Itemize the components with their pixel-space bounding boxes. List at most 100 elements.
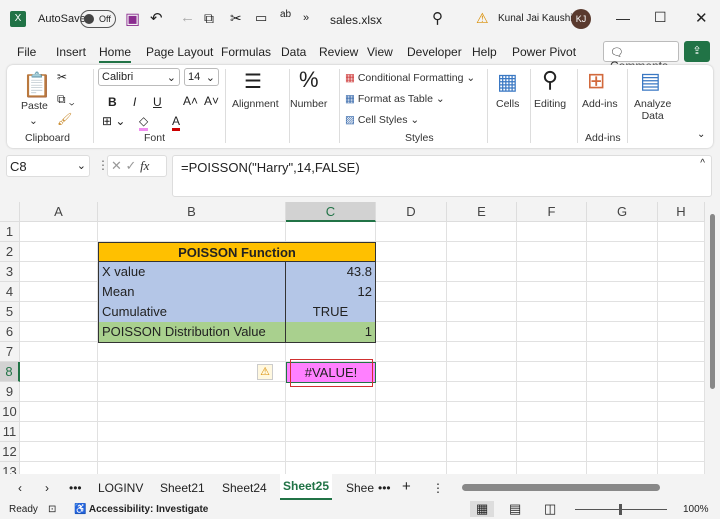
italic-button[interactable]: I	[133, 95, 137, 109]
cells-button[interactable]: Cells	[496, 98, 520, 110]
row-header[interactable]: 2	[0, 242, 20, 262]
spreadsheet-grid[interactable]: A B C D E F G H 1 2 3 4 5 6 7 8 9 10 11 12 13 POISSON Functio…	[0, 202, 705, 474]
options-icon[interactable]: ⋮	[432, 481, 444, 495]
row-header[interactable]: 5	[0, 302, 20, 322]
cell-c8-selected[interactable]: #VALUE!	[286, 362, 376, 383]
tab-formulas[interactable]: Formulas	[221, 45, 272, 59]
paste-button[interactable]: Paste	[21, 100, 48, 112]
tab-review[interactable]: Review	[319, 45, 359, 59]
row-header[interactable]: 6	[0, 322, 20, 342]
sheet-tab[interactable]: Sheet21	[160, 481, 205, 495]
normal-view-icon[interactable]: ▦	[470, 501, 495, 517]
copy-icon[interactable]: ⧉ ⌄	[57, 92, 75, 106]
horizontal-scrollbar[interactable]	[452, 484, 704, 491]
collapse-ribbon-icon[interactable]: ⌄	[697, 129, 706, 140]
column-header[interactable]: C	[286, 202, 376, 222]
fill-color-icon[interactable]: ◇	[139, 114, 149, 131]
select-all-corner[interactable]	[0, 202, 20, 222]
zoom-level[interactable]: 100%	[683, 504, 709, 515]
share-button[interactable]: ⇪	[684, 41, 710, 62]
addins-button[interactable]: Add-ins	[582, 98, 618, 110]
comments-button[interactable]: 🗨 Comments	[603, 41, 679, 73]
page-break-view-icon[interactable]: ◫	[544, 501, 557, 516]
tab-help[interactable]: Help	[472, 45, 497, 59]
cut-icon[interactable]: ✂	[57, 70, 68, 84]
column-header[interactable]: E	[447, 202, 517, 222]
zoom-slider[interactable]	[575, 504, 667, 515]
redo-icon[interactable]: ←	[180, 9, 195, 26]
table-label-cell[interactable]: Cumulative	[98, 302, 286, 323]
table-title[interactable]: POISSON Function	[98, 242, 376, 262]
increase-font-icon[interactable]: A˄	[183, 94, 199, 108]
borders-icon[interactable]: ⊞ ⌄	[102, 114, 126, 128]
row-header[interactable]: 12	[0, 442, 20, 462]
column-header[interactable]: D	[376, 202, 447, 222]
tab-home[interactable]: Home	[99, 45, 132, 63]
cut-icon[interactable]: ✂	[230, 10, 242, 26]
enter-icon[interactable]: ✓	[125, 158, 137, 173]
row-header[interactable]: 3	[0, 262, 20, 282]
tab-page-layout[interactable]: Page Layout	[146, 45, 214, 59]
next-sheet-icon[interactable]: ›	[45, 481, 49, 495]
image-icon[interactable]: ▭	[255, 10, 268, 25]
table-label-cell[interactable]: X value	[98, 262, 286, 283]
underline-button[interactable]: U	[153, 95, 162, 109]
tab-file[interactable]: File	[17, 45, 37, 59]
paste-icon[interactable]: 📋	[22, 72, 52, 99]
more-sheets-icon[interactable]: •••	[378, 481, 391, 495]
table-value-cell[interactable]: 43.8	[285, 262, 376, 283]
filename[interactable]: sales.xlsx	[330, 13, 383, 27]
name-box[interactable]: C8 ⌄	[6, 155, 90, 177]
row-header[interactable]: 10	[0, 402, 20, 422]
sheet-tab[interactable]: Shee	[346, 481, 375, 495]
table-value-cell[interactable]: 1	[285, 322, 376, 343]
accessibility-button[interactable]: ♿ Accessibility: Investigate	[74, 504, 209, 515]
more-commands[interactable]: »	[303, 12, 310, 24]
undo-icon[interactable]: ↶	[150, 10, 163, 27]
row-header[interactable]: 13	[0, 462, 20, 474]
tab-insert[interactable]: Insert	[56, 45, 87, 59]
sheet-tab[interactable]: Sheet24	[222, 481, 267, 495]
column-header[interactable]: H	[658, 202, 705, 222]
row-header[interactable]: 8	[0, 362, 20, 382]
avatar[interactable]: KJ	[571, 9, 591, 29]
table-value-cell[interactable]: TRUE	[285, 302, 376, 323]
search-icon[interactable]: ⚲	[432, 10, 443, 27]
maximize-button[interactable]: ☐	[654, 9, 667, 25]
tab-power-pivot[interactable]: Power Pivot	[512, 45, 577, 59]
column-header[interactable]: F	[517, 202, 587, 222]
column-header[interactable]: A	[20, 202, 98, 222]
row-header[interactable]: 7	[0, 342, 20, 362]
format-as-table-button[interactable]: ▦ Format as Table ⌄	[345, 93, 445, 105]
page-layout-view-icon[interactable]: ▤	[509, 501, 522, 516]
more-sheets-icon[interactable]: •••	[69, 481, 82, 495]
row-header[interactable]: 4	[0, 282, 20, 302]
tab-view[interactable]: View	[367, 45, 393, 59]
minimize-button[interactable]: —	[616, 10, 630, 26]
spelling-icon[interactable]: ab	[280, 9, 292, 20]
number-button[interactable]: Number	[290, 98, 328, 110]
sheet-tab-active[interactable]: Sheet25	[280, 474, 333, 500]
font-name-select[interactable]: Calibri ⌄	[98, 68, 180, 86]
error-warning-icon[interactable]: ⚠	[257, 364, 273, 380]
conditional-formatting-button[interactable]: ▦ Conditional Formatting ⌄	[345, 72, 476, 84]
row-header[interactable]: 11	[0, 422, 20, 442]
table-value-cell[interactable]: 12	[285, 282, 376, 303]
tab-developer[interactable]: Developer	[407, 45, 462, 59]
formula-input[interactable]: =POISSON("Harry",14,FALSE) ^	[172, 155, 712, 197]
format-painter-icon[interactable]: 🖌	[57, 112, 73, 126]
font-color-icon[interactable]: A	[172, 114, 181, 131]
bold-button[interactable]: B	[108, 95, 117, 109]
close-button[interactable]: ✕	[695, 10, 708, 27]
row-header[interactable]: 9	[0, 382, 20, 402]
alignment-button[interactable]: Alignment	[232, 98, 279, 110]
decrease-font-icon[interactable]: A˅	[204, 94, 220, 108]
copy-icon[interactable]: ⧉	[204, 10, 214, 26]
table-label-cell[interactable]: Mean	[98, 282, 286, 303]
save-icon[interactable]: ▣	[125, 11, 141, 28]
cancel-icon[interactable]: ✕	[111, 158, 122, 173]
analyze-data-button[interactable]: Analyze Data	[634, 98, 672, 122]
column-header[interactable]: G	[587, 202, 658, 222]
editing-button[interactable]: Editing	[534, 98, 567, 110]
macro-icon[interactable]: ⊡	[48, 504, 57, 515]
